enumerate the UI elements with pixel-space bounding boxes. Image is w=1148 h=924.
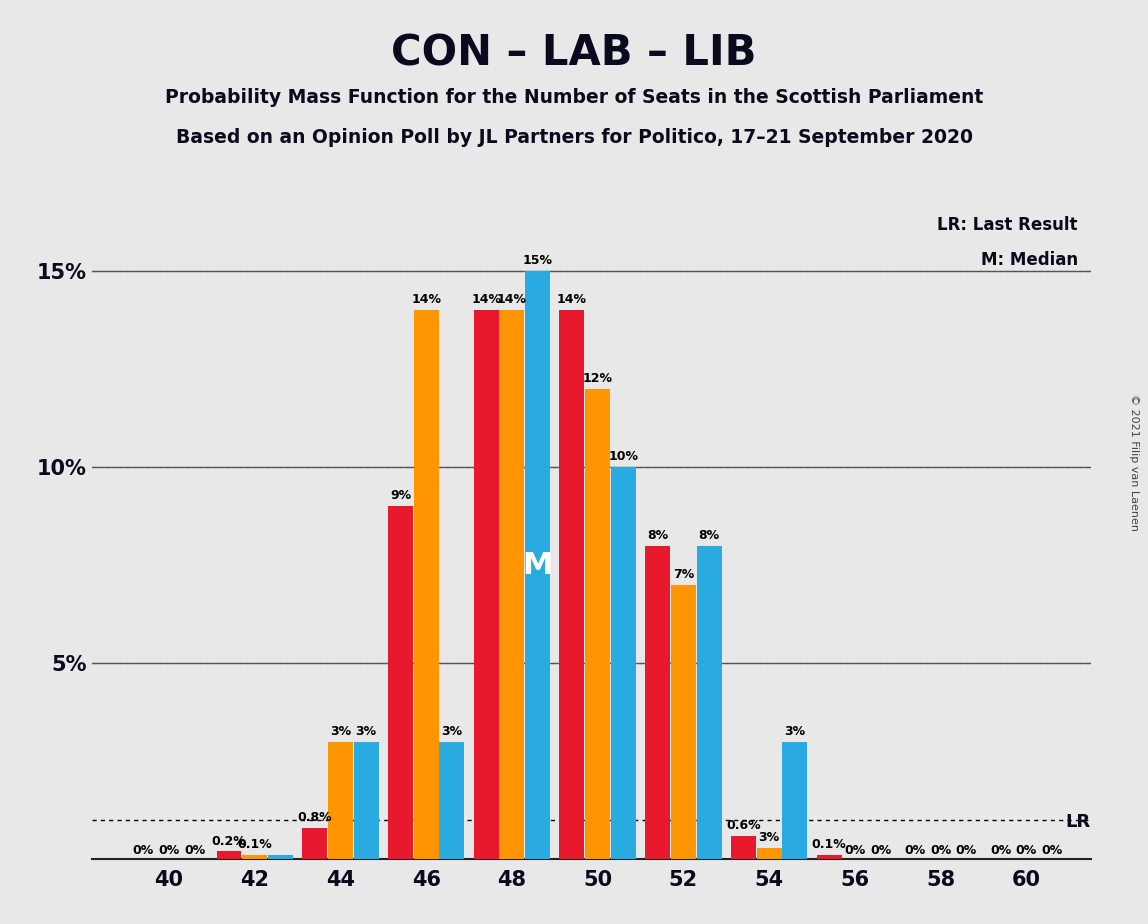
Bar xyxy=(559,310,584,859)
Bar xyxy=(474,310,498,859)
Bar xyxy=(585,389,610,859)
Bar xyxy=(354,742,379,859)
Text: 8%: 8% xyxy=(698,529,720,541)
Text: CON – LAB – LIB: CON – LAB – LIB xyxy=(391,32,757,74)
Text: 0%: 0% xyxy=(158,845,179,857)
Text: 3%: 3% xyxy=(441,724,463,737)
Text: LR: LR xyxy=(1065,813,1089,831)
Text: 0%: 0% xyxy=(133,845,154,857)
Text: 0%: 0% xyxy=(955,845,977,857)
Text: 0%: 0% xyxy=(870,845,891,857)
Text: 0.2%: 0.2% xyxy=(211,834,247,847)
Text: 0%: 0% xyxy=(930,845,952,857)
Bar xyxy=(670,585,696,859)
Text: 10%: 10% xyxy=(608,450,638,463)
Text: Based on an Opinion Poll by JL Partners for Politico, 17–21 September 2020: Based on an Opinion Poll by JL Partners … xyxy=(176,128,972,147)
Text: 12%: 12% xyxy=(583,371,613,384)
Bar xyxy=(328,742,352,859)
Text: 0%: 0% xyxy=(1041,845,1063,857)
Text: 9%: 9% xyxy=(390,490,411,503)
Text: 0.8%: 0.8% xyxy=(297,811,332,824)
Text: LR: Last Result: LR: Last Result xyxy=(937,216,1078,234)
Bar xyxy=(499,310,525,859)
Text: 3%: 3% xyxy=(759,831,779,844)
Text: 7%: 7% xyxy=(673,568,695,581)
Text: 14%: 14% xyxy=(411,294,441,307)
Text: 0%: 0% xyxy=(905,845,925,857)
Text: 14%: 14% xyxy=(497,294,527,307)
Bar xyxy=(645,545,670,859)
Text: 3%: 3% xyxy=(329,724,351,737)
Bar xyxy=(816,856,841,859)
Bar xyxy=(242,856,267,859)
Text: 3%: 3% xyxy=(356,724,377,737)
Text: M: M xyxy=(522,551,553,579)
Text: Probability Mass Function for the Number of Seats in the Scottish Parliament: Probability Mass Function for the Number… xyxy=(165,88,983,107)
Text: 8%: 8% xyxy=(647,529,668,541)
Text: 0%: 0% xyxy=(990,845,1011,857)
Text: 0%: 0% xyxy=(184,845,205,857)
Text: 0.1%: 0.1% xyxy=(812,838,846,852)
Bar xyxy=(757,847,782,859)
Text: 14%: 14% xyxy=(557,294,587,307)
Bar xyxy=(440,742,464,859)
Bar xyxy=(525,271,550,859)
Text: 0%: 0% xyxy=(1016,845,1037,857)
Text: 0%: 0% xyxy=(844,845,866,857)
Text: 15%: 15% xyxy=(522,254,552,267)
Text: 0.1%: 0.1% xyxy=(238,838,272,852)
Bar xyxy=(267,856,293,859)
Bar xyxy=(388,506,413,859)
Text: M: Median: M: Median xyxy=(980,251,1078,270)
Text: 0.6%: 0.6% xyxy=(726,819,761,832)
Bar xyxy=(697,545,722,859)
Text: © 2021 Filip van Laenen: © 2021 Filip van Laenen xyxy=(1130,394,1139,530)
Bar xyxy=(783,742,807,859)
Text: 3%: 3% xyxy=(784,724,806,737)
Text: 14%: 14% xyxy=(471,294,502,307)
Bar xyxy=(413,310,439,859)
Bar xyxy=(611,468,636,859)
Bar xyxy=(217,852,241,859)
Bar xyxy=(302,828,327,859)
Bar xyxy=(731,836,755,859)
